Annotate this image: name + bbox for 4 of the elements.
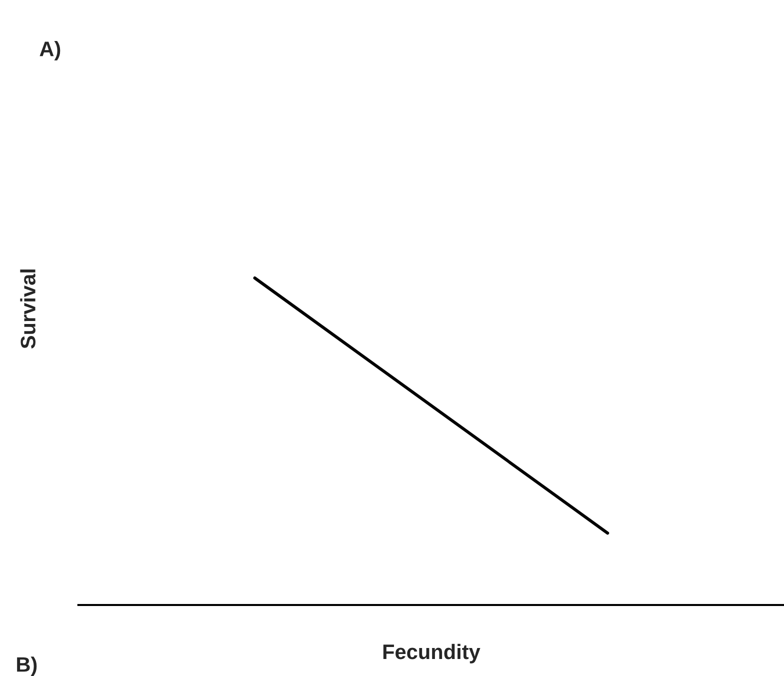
x-axis-title: Fecundity: [383, 644, 480, 664]
y-axis-title: Survival: [20, 270, 36, 349]
text: B): [17, 656, 37, 676]
text: A): [40, 40, 60, 60]
